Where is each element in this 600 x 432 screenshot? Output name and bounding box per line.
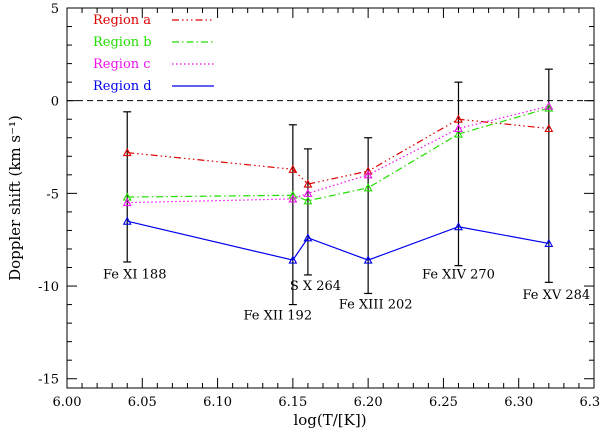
y-tick-label: 0 [51, 95, 59, 110]
legend-label: Region c [93, 57, 151, 72]
data-point [544, 101, 554, 110]
data-point [454, 129, 463, 138]
line-label: S X 264 [290, 279, 341, 294]
data-point [363, 183, 373, 192]
line-annotations: Fe XI 188 Fe XII 192 S X 264 Fe XIII 202 Fe … [103, 268, 590, 324]
x-tick-label: 6.10 [203, 395, 232, 410]
line-label: Fe XV 284 [522, 288, 590, 303]
y-tick-label: 5 [51, 2, 59, 17]
data-point [544, 103, 554, 112]
data-point [288, 164, 298, 173]
legend-label: Region b [93, 35, 152, 50]
data-point [454, 123, 463, 133]
data-point [122, 216, 132, 225]
data-series [122, 101, 554, 264]
x-tick-label: 6.20 [354, 395, 383, 410]
x-tick-label: 6.05 [128, 395, 157, 410]
data-point [363, 170, 373, 179]
legend-label: Region a [93, 13, 151, 28]
legend: Region a Region b Region c Region d [93, 13, 214, 94]
line-label: Fe XII 192 [243, 308, 312, 323]
x-tick-label: 6.15 [278, 395, 307, 410]
x-axis-title: log(T/[K]) [293, 411, 366, 429]
data-point [303, 188, 313, 197]
series-line-3 [127, 105, 549, 204]
series-line-1 [127, 118, 549, 185]
data-point [122, 147, 132, 157]
y-tick-label: -10 [38, 280, 59, 295]
data-point [288, 255, 298, 264]
data-point [544, 123, 554, 133]
data-point [454, 114, 463, 123]
y-tick-label: -5 [46, 187, 59, 202]
data-point [363, 255, 373, 264]
data-point [544, 238, 554, 247]
x-tick-label: 6.35 [580, 395, 600, 410]
data-point [454, 222, 463, 231]
legend-label: Region d [93, 79, 152, 94]
y-tick-label: -15 [38, 373, 59, 388]
y-axis-ticks: -15 -10 -5 0 5 [38, 2, 594, 388]
line-label: Fe XIII 202 [339, 297, 413, 312]
data-point [303, 233, 313, 242]
x-axis-ticks: 6.00 6.05 6.10 6.15 6.20 6.25 6.30 6.35 [53, 8, 600, 410]
x-tick-label: 6.00 [53, 395, 82, 410]
x-tick-label: 6.30 [504, 395, 533, 410]
plot-frame [66, 7, 595, 389]
data-point [288, 190, 298, 199]
series-line-2 [127, 107, 549, 202]
data-point [288, 194, 298, 203]
data-point [122, 197, 132, 207]
y-axis-title: Doppler shift (km s⁻¹) [6, 115, 24, 281]
data-point [303, 179, 313, 188]
x-tick-label: 6.25 [429, 395, 458, 410]
line-label: Fe XIV 270 [422, 268, 495, 283]
series-line-4 [127, 220, 549, 261]
data-point [363, 166, 373, 175]
data-point [303, 196, 313, 205]
line-label: Fe XI 188 [103, 268, 166, 283]
